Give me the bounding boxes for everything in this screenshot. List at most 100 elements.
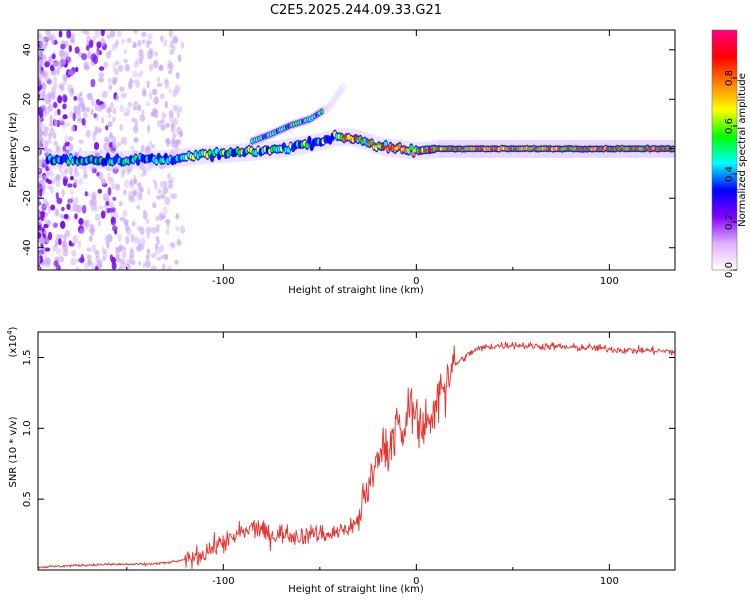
noise-speckle: [142, 39, 146, 44]
trace-peak: [509, 147, 512, 151]
noise-speckle: [128, 81, 134, 90]
chart-title: C2E5.2025.244.09.33.G21: [270, 3, 442, 18]
noise-speckle: [49, 127, 55, 136]
noise-speckle: [38, 56, 42, 65]
noise-speckle: [61, 189, 65, 198]
noise-speckle: [41, 123, 46, 130]
trace-peak: [513, 147, 517, 151]
noise-speckle: [123, 219, 129, 225]
noise-speckle: [141, 109, 145, 115]
noise-speckle: [80, 30, 87, 35]
noise-speckle: [118, 266, 124, 270]
noise-speckle: [141, 31, 147, 38]
noise-speckle: [174, 85, 181, 94]
trace-core: [305, 142, 309, 149]
noise-speckle: [130, 233, 135, 243]
trace-peak: [571, 147, 575, 151]
noise-speckle: [46, 219, 51, 226]
noise-speckle: [113, 67, 118, 74]
trace-peak: [629, 147, 633, 151]
noise-speckle: [138, 191, 143, 201]
noise-speckle: [120, 137, 125, 144]
noise-speckle: [171, 123, 175, 128]
noise-speckle: [62, 103, 67, 110]
noise-speckle: [56, 197, 63, 204]
noise-speckle: [64, 168, 69, 174]
trace-peak: [533, 147, 537, 151]
noise-speckle: [132, 190, 138, 196]
spectrogram-marks: [38, 30, 675, 270]
spectrogram-x-tick-label: 100: [600, 276, 619, 287]
noise-speckle: [105, 51, 112, 59]
noise-speckle: [39, 111, 44, 119]
noise-speckle: [38, 267, 41, 270]
noise-speckle: [38, 30, 41, 37]
noise-speckle: [64, 229, 71, 238]
noise-speckle: [142, 89, 147, 97]
noise-speckle: [94, 126, 98, 135]
noise-speckle: [100, 30, 105, 37]
snr-panel: -100 0 100 0.5 1.0 1.5 Height of straight lin…: [6, 326, 676, 595]
noise-speckle: [119, 123, 124, 132]
noise-speckle: [68, 70, 74, 76]
noise-speckle: [38, 59, 44, 67]
noise-speckle: [101, 90, 108, 99]
noise-speckle: [62, 74, 68, 82]
noise-speckle: [168, 30, 173, 38]
noise-speckle: [44, 93, 51, 100]
noise-speckle: [47, 179, 53, 185]
noise-speckle: [51, 39, 55, 45]
noise-speckle: [180, 225, 186, 234]
noise-speckle: [106, 233, 113, 242]
noise-speckle: [41, 175, 47, 181]
noise-speckle: [163, 180, 168, 188]
noise-speckle: [107, 121, 113, 128]
noise-speckle: [133, 61, 139, 68]
noise-speckle: [43, 35, 48, 42]
noise-speckle: [112, 107, 117, 115]
noise-speckle: [49, 122, 54, 127]
noise-speckle: [123, 112, 129, 117]
trace-peak: [436, 147, 440, 151]
noise-speckle: [152, 202, 157, 209]
trace-peak: [489, 147, 493, 151]
trace-peak: [418, 149, 422, 153]
noise-speckle: [117, 233, 122, 242]
noise-speckle: [86, 247, 92, 252]
noise-speckle: [111, 183, 117, 190]
noise-speckle: [52, 222, 58, 230]
noise-speckle: [83, 111, 88, 119]
noise-speckle: [70, 36, 75, 44]
colorbar: 0.0 0.2 0.4 0.6 0.8 Normalized spectral ampl…: [711, 29, 748, 278]
noise-speckle: [76, 118, 82, 123]
noise-speckle: [55, 175, 59, 182]
noise-speckle: [123, 246, 127, 252]
noise-speckle: [138, 57, 143, 65]
snr-x-tick-label: 100: [600, 576, 619, 587]
noise-speckle: [38, 232, 42, 239]
trace-peak: [400, 147, 404, 151]
trace-peak: [634, 147, 638, 151]
snr-y-tick-label: 0.5: [22, 491, 33, 507]
noise-speckle: [107, 146, 113, 151]
noise-speckle: [64, 134, 68, 144]
noise-speckle: [109, 30, 116, 38]
noise-speckle: [69, 175, 74, 181]
noise-speckle: [152, 59, 159, 69]
noise-speckle: [41, 226, 45, 233]
colorbar-frame: [711, 29, 738, 271]
spectrogram-y-tick-label: 40: [22, 43, 33, 56]
snr-x-tick-label: 0: [413, 576, 419, 587]
noise-speckle: [38, 141, 41, 150]
noise-speckle: [56, 67, 60, 76]
noise-speckle: [62, 245, 69, 252]
noise-speckle: [53, 132, 57, 139]
noise-speckle: [77, 240, 82, 250]
noise-speckle: [96, 259, 103, 268]
noise-speckle: [51, 53, 56, 60]
noise-speckle: [136, 204, 141, 210]
noise-speckle: [167, 63, 172, 69]
noise-speckle: [178, 131, 183, 138]
noise-speckle: [41, 185, 47, 190]
noise-speckle: [120, 38, 126, 45]
